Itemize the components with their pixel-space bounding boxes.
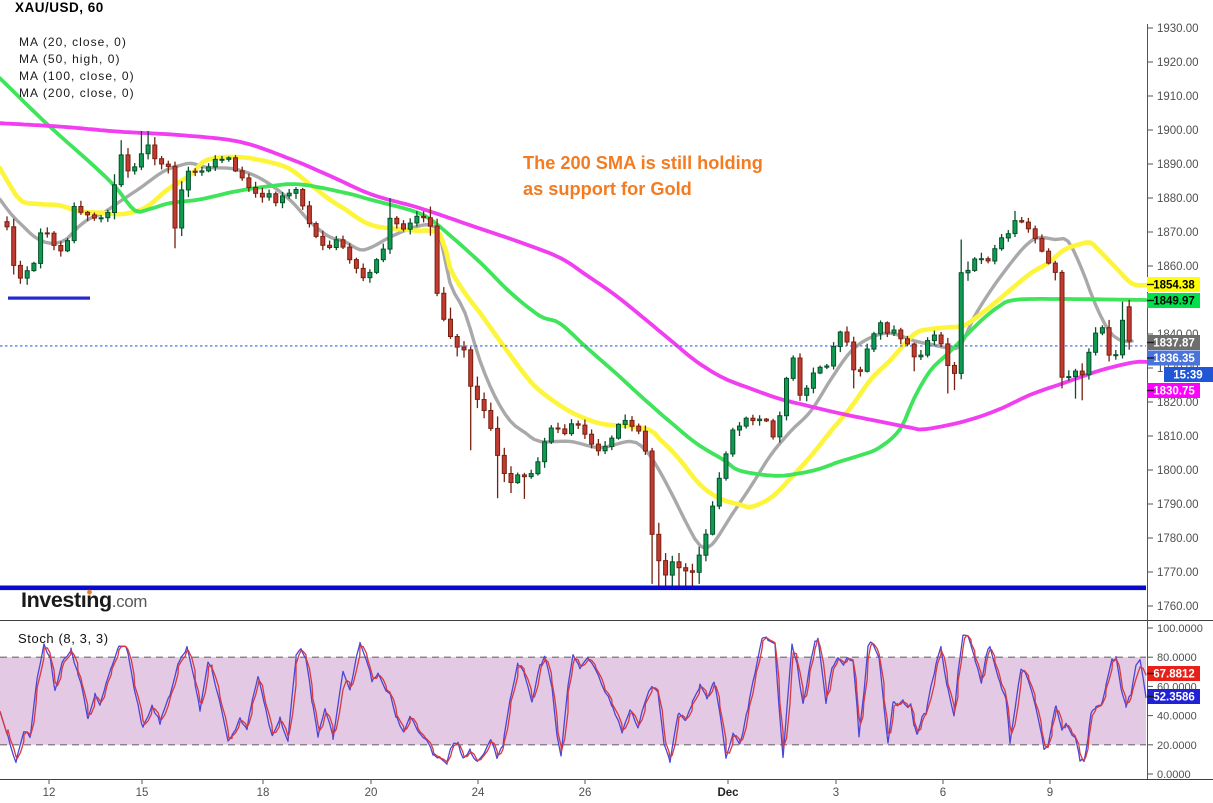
svg-text:1820.00: 1820.00	[1157, 397, 1199, 409]
svg-text:80.0000: 80.0000	[1157, 652, 1197, 664]
svg-text:as support for Gold: as support for Gold	[523, 179, 692, 199]
svg-text:1760.00: 1760.00	[1157, 601, 1199, 613]
svg-text:15:39: 15:39	[1173, 370, 1202, 382]
svg-text:XAU/USD, 60: XAU/USD, 60	[15, 0, 104, 15]
svg-text:1890.00: 1890.00	[1157, 159, 1199, 171]
svg-text:1770.00: 1770.00	[1157, 567, 1199, 579]
svg-text:The 200 SMA is still holding: The 200 SMA is still holding	[523, 153, 763, 173]
svg-text:MA (100, close, 0): MA (100, close, 0)	[19, 69, 135, 83]
svg-text:24: 24	[472, 787, 485, 799]
svg-text:1860.00: 1860.00	[1157, 261, 1199, 273]
svg-text:1810.00: 1810.00	[1157, 431, 1199, 443]
svg-text:1849.97: 1849.97	[1153, 296, 1195, 308]
svg-text:20.0000: 20.0000	[1157, 740, 1197, 752]
svg-text:40.0000: 40.0000	[1157, 711, 1197, 723]
svg-text:52.3586: 52.3586	[1153, 692, 1195, 704]
svg-text:1837.87: 1837.87	[1153, 338, 1195, 350]
svg-text:1780.00: 1780.00	[1157, 533, 1199, 545]
svg-text:1920.00: 1920.00	[1157, 57, 1199, 69]
svg-text:1910.00: 1910.00	[1157, 91, 1199, 103]
svg-text:1870.00: 1870.00	[1157, 227, 1199, 239]
svg-text:MA (200, close, 0): MA (200, close, 0)	[19, 86, 135, 100]
svg-text:Stoch (8, 3, 3): Stoch (8, 3, 3)	[18, 631, 109, 646]
svg-text:1830.75: 1830.75	[1153, 386, 1195, 398]
svg-text:3: 3	[833, 787, 839, 799]
svg-text:1854.38: 1854.38	[1153, 280, 1195, 292]
svg-text:MA (20, close, 0): MA (20, close, 0)	[19, 35, 127, 49]
svg-text:6: 6	[940, 787, 946, 799]
svg-text:1800.00: 1800.00	[1157, 465, 1199, 477]
svg-text:100.0000: 100.0000	[1157, 623, 1203, 635]
svg-text:MA (50, high, 0): MA (50, high, 0)	[19, 52, 121, 66]
svg-text:67.8812: 67.8812	[1153, 669, 1195, 681]
svg-text:26: 26	[579, 787, 592, 799]
svg-text:1880.00: 1880.00	[1157, 193, 1199, 205]
svg-text:Dec: Dec	[717, 787, 739, 799]
svg-text:12: 12	[43, 787, 56, 799]
svg-text:20: 20	[365, 787, 378, 799]
svg-text:15: 15	[136, 787, 149, 799]
svg-text:18: 18	[257, 787, 270, 799]
svg-text:1930.00: 1930.00	[1157, 23, 1199, 35]
svg-text:9: 9	[1047, 787, 1053, 799]
svg-text:Investıng.com: Investıng.com	[21, 588, 147, 612]
svg-text:1836.35: 1836.35	[1153, 353, 1195, 365]
svg-text:0.0000: 0.0000	[1157, 769, 1191, 781]
svg-text:1790.00: 1790.00	[1157, 499, 1199, 511]
svg-text:1900.00: 1900.00	[1157, 125, 1199, 137]
